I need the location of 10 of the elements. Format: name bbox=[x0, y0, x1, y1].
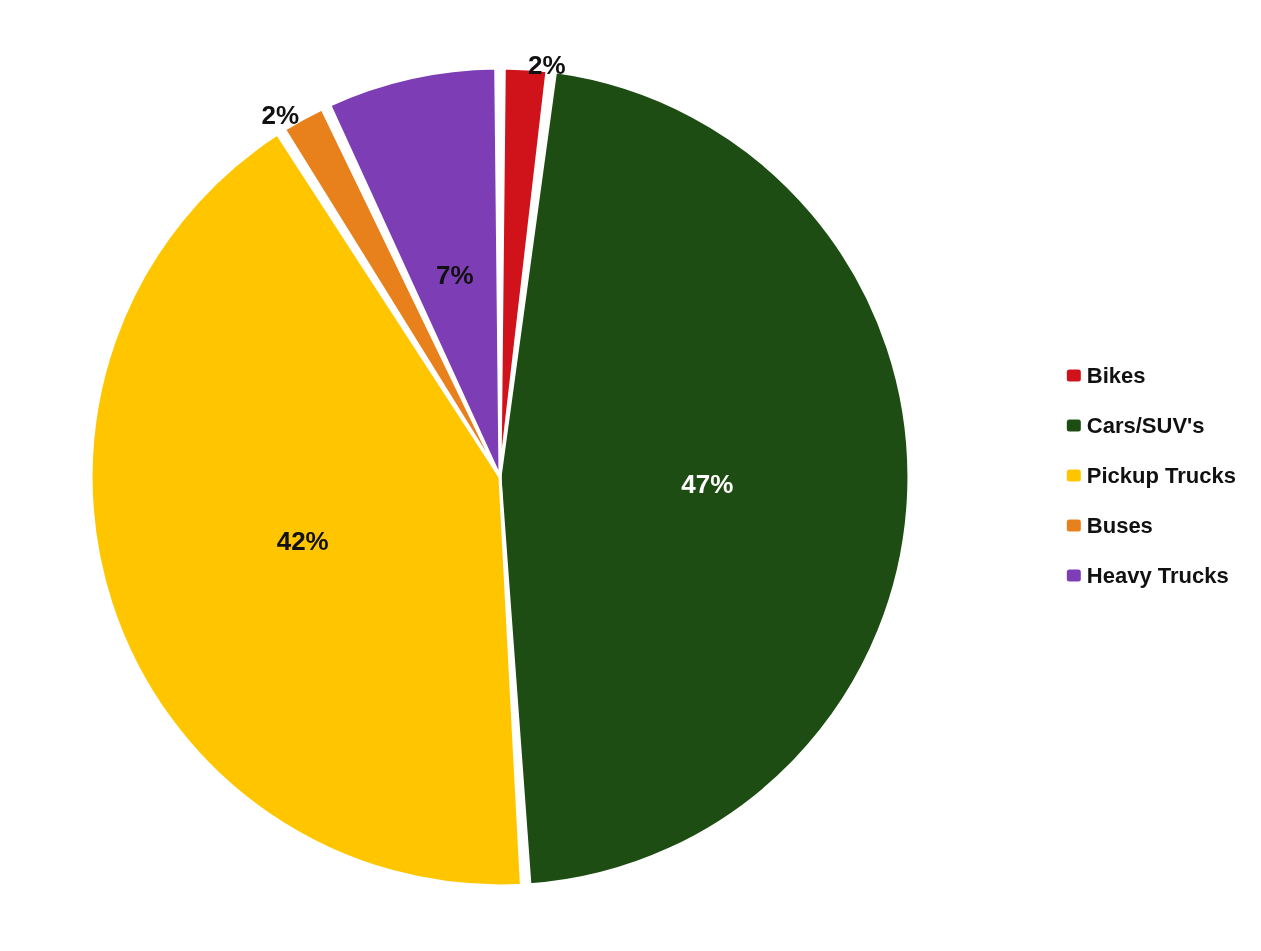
legend-label: Cars/SUV's bbox=[1086, 413, 1205, 438]
legend-label: Bikes bbox=[1086, 363, 1146, 388]
data-label: 2% bbox=[261, 100, 300, 131]
data-label: 7% bbox=[435, 259, 474, 290]
legend-label: Heavy Trucks bbox=[1086, 563, 1229, 588]
legend-label: Buses bbox=[1086, 513, 1153, 538]
data-label: 42% bbox=[276, 526, 329, 557]
data-label: 2% bbox=[527, 49, 566, 80]
data-label: 47% bbox=[681, 468, 734, 499]
legend-label: Pickup Trucks bbox=[1086, 463, 1237, 488]
